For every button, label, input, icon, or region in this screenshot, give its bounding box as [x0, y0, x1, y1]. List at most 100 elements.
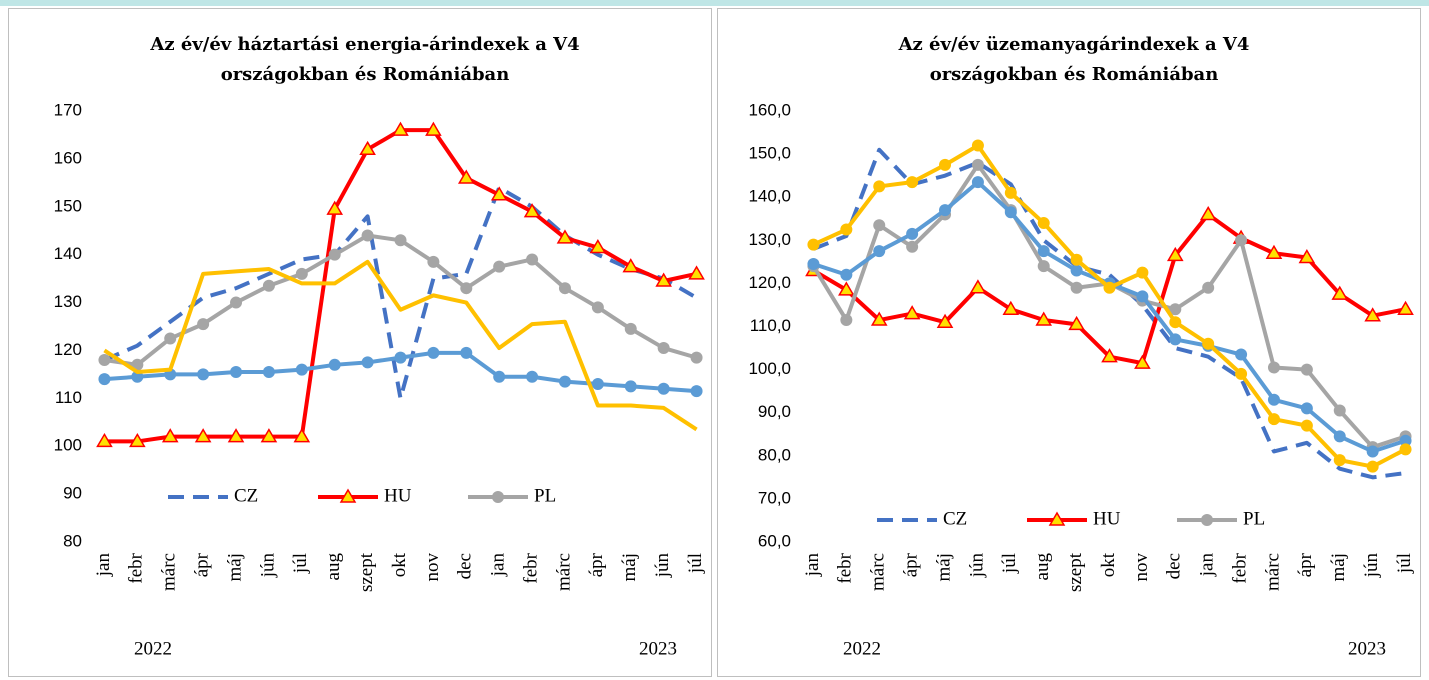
y-tick-label: 90,0: [758, 402, 791, 421]
point: [392, 121, 409, 136]
x-tick-label: ápr: [191, 552, 212, 577]
point: [1202, 281, 1215, 294]
x-tick-label: márc: [868, 553, 889, 591]
y-tick-label: 140,0: [748, 187, 791, 206]
point: [131, 370, 144, 383]
point: [492, 491, 504, 503]
top-border: [0, 0, 1429, 6]
chart-title: Az év/év háztartási energia-árindexek a …: [149, 34, 579, 55]
point: [971, 139, 984, 152]
point: [197, 318, 210, 331]
point: [526, 370, 539, 383]
point: [1136, 290, 1149, 303]
x-tick-label: máj: [619, 553, 640, 582]
point: [906, 227, 919, 240]
point: [98, 373, 111, 386]
chart-title: országokban és Romániában: [221, 64, 510, 85]
panel: [8, 8, 712, 677]
point: [1267, 393, 1280, 406]
y-tick-label: 150: [54, 196, 82, 215]
x-tick-label: júl: [1394, 553, 1415, 574]
point: [1235, 234, 1248, 247]
point: [359, 140, 376, 156]
x-tick-label: jún: [257, 553, 278, 579]
point: [840, 314, 853, 327]
point: [1202, 337, 1215, 350]
x-tick-label: márc: [159, 553, 180, 591]
x-tick-label: ápr: [586, 552, 607, 577]
x-tick-label: aug: [323, 553, 344, 581]
point: [939, 158, 952, 171]
point: [1267, 413, 1280, 426]
series-line: [811, 162, 1407, 450]
x-tick-label: jún: [652, 553, 673, 579]
point: [1397, 300, 1414, 316]
point: [1048, 511, 1066, 526]
point: [1366, 460, 1379, 473]
point: [227, 428, 245, 443]
point: [1300, 402, 1313, 415]
chart: Az év/év háztartási energia-árindexek a …: [54, 34, 706, 659]
point: [1366, 445, 1379, 458]
point: [1300, 363, 1313, 376]
year-label: 2022: [134, 638, 172, 659]
legend-label: CZ: [943, 508, 967, 529]
point: [1169, 303, 1182, 316]
point: [939, 204, 952, 217]
point: [1166, 246, 1184, 262]
point: [1333, 430, 1346, 443]
x-tick-label: aug: [1032, 553, 1053, 581]
point: [161, 428, 179, 443]
y-tick-label: 70,0: [758, 488, 791, 507]
point: [129, 432, 146, 448]
point: [558, 375, 571, 388]
point: [657, 382, 670, 395]
year-label: 2023: [1348, 638, 1386, 659]
x-tick-label: dec: [1164, 553, 1185, 579]
point: [326, 200, 344, 215]
point: [655, 272, 672, 287]
point: [906, 240, 919, 253]
point: [971, 176, 984, 189]
point: [523, 203, 541, 218]
legend-label: PL: [1243, 508, 1265, 529]
point: [427, 346, 440, 359]
point: [690, 385, 703, 398]
point: [903, 305, 921, 320]
point: [1070, 253, 1083, 266]
point: [1068, 315, 1085, 331]
point: [1037, 260, 1050, 273]
point: [840, 268, 853, 281]
year-label: 2023: [639, 638, 677, 659]
point: [460, 282, 473, 295]
point: [1070, 264, 1083, 277]
point: [1037, 217, 1050, 230]
y-tick-label: 100: [54, 436, 82, 455]
year-label: 2022: [843, 638, 881, 659]
series-line: [103, 259, 698, 432]
x-tick-label: szept: [1065, 552, 1086, 592]
x-tick-label: ápr: [900, 552, 921, 577]
point: [293, 428, 311, 443]
point: [493, 260, 506, 273]
y-tick-label: 110: [55, 388, 82, 407]
legend-label: CZ: [234, 485, 258, 506]
point: [870, 311, 888, 326]
point: [1399, 443, 1412, 456]
point: [873, 180, 886, 193]
point: [624, 322, 637, 335]
point: [98, 354, 111, 367]
point: [556, 229, 574, 244]
point: [1103, 281, 1116, 294]
x-tick-label: jan: [93, 553, 114, 578]
x-tick-label: jan: [1197, 553, 1218, 578]
x-tick-label: jan: [802, 553, 823, 578]
point: [328, 248, 341, 261]
x-tick-label: márc: [1262, 553, 1283, 591]
point: [1199, 205, 1217, 221]
point: [1002, 300, 1020, 316]
point: [1169, 316, 1182, 329]
point: [838, 281, 855, 296]
y-tick-label: 100,0: [748, 359, 791, 378]
x-tick-label: jún: [1361, 553, 1382, 579]
